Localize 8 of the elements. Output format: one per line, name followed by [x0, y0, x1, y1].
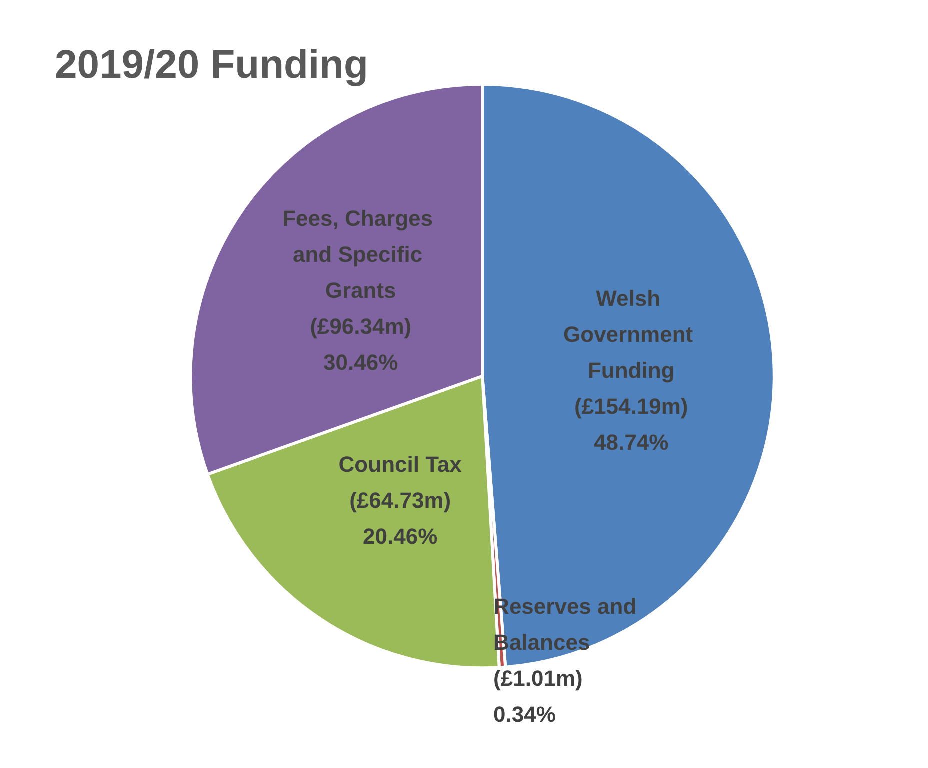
data-label: (£96.34m) 30.46%	[310, 314, 412, 376]
data-label: (£64.73m) 20.46%	[350, 488, 452, 549]
slice-label: Council Tax	[338, 452, 463, 477]
slice-label: Fees, Charges and Specific Grants	[282, 206, 440, 304]
data-label: (£1.01m) 0.34%	[494, 666, 583, 727]
slice-label: Welsh Government Funding	[564, 286, 700, 383]
data-label: (£154.19m) 48.74%	[574, 394, 688, 455]
chart-title: 2019/20 Funding	[55, 43, 368, 87]
